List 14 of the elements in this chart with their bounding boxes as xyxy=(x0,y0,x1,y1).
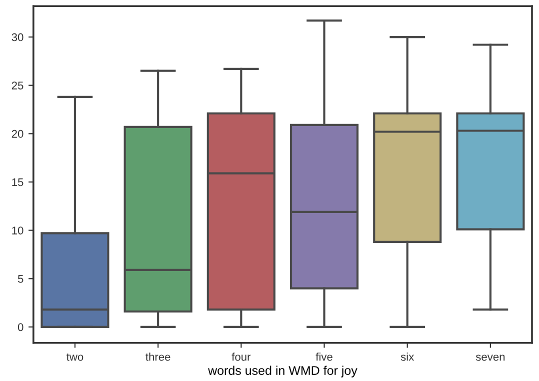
y-tick-label: 30 xyxy=(12,33,24,42)
x-tick-label: two xyxy=(66,353,84,361)
x-tick-label: seven xyxy=(476,354,505,361)
y-tick-label: 25 xyxy=(12,82,24,90)
y-tick-label: 15 xyxy=(12,178,24,186)
x-tick-label: five xyxy=(316,352,332,361)
x-axis-title: words used in WMD for joy xyxy=(208,366,358,378)
x-tick-label: three xyxy=(146,352,170,361)
y-tick-label: 20 xyxy=(12,130,24,138)
y-tick-label: 0 xyxy=(18,323,24,332)
y-tick-label: 5 xyxy=(18,275,24,283)
x-tick-label: six xyxy=(400,352,414,361)
x-tick-label: four xyxy=(232,352,251,361)
y-tick-label: 10 xyxy=(12,226,24,234)
